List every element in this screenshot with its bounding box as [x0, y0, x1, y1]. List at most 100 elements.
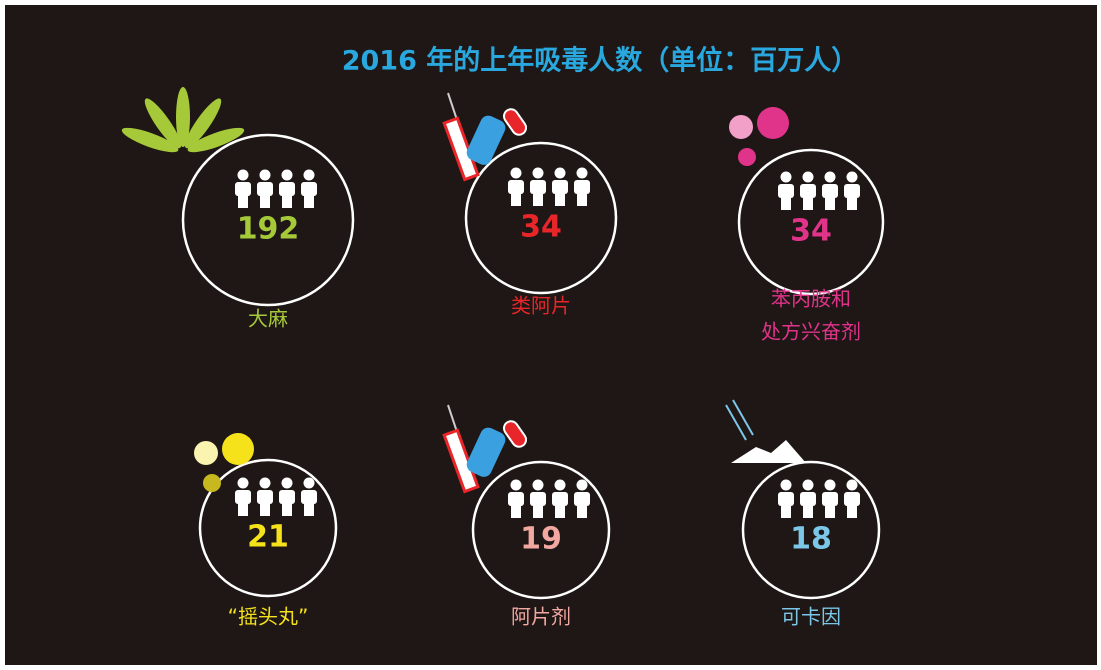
person-body — [822, 184, 838, 198]
person-legs — [577, 193, 587, 206]
pill — [729, 115, 753, 139]
person-head — [576, 167, 588, 179]
syringe-body — [442, 116, 480, 182]
person-head — [532, 167, 544, 179]
person-head — [802, 171, 814, 183]
person-head — [237, 169, 249, 181]
background — [5, 5, 1097, 665]
person-legs — [577, 505, 587, 518]
person-body — [574, 492, 590, 506]
person-head — [510, 167, 522, 179]
person-legs — [533, 193, 543, 206]
powder — [731, 440, 806, 463]
person-body — [508, 180, 524, 194]
person-legs — [781, 197, 791, 210]
person-head — [281, 477, 293, 489]
person-body — [508, 492, 524, 506]
person-legs — [533, 505, 543, 518]
person-legs — [555, 193, 565, 206]
label: 类阿片 — [511, 294, 571, 318]
blister — [466, 427, 506, 477]
capsule — [502, 108, 528, 136]
person-body — [301, 182, 317, 196]
person-legs — [260, 503, 270, 516]
person-body — [257, 490, 273, 504]
person-legs — [781, 505, 791, 518]
person-head — [846, 479, 858, 491]
person-body — [257, 182, 273, 196]
person-legs — [511, 193, 521, 206]
person-legs — [282, 195, 292, 208]
person-head — [259, 477, 271, 489]
person-head — [846, 171, 858, 183]
ring — [464, 141, 618, 295]
ring — [181, 133, 355, 307]
leaf — [144, 98, 182, 149]
leaf — [176, 87, 190, 147]
person-head — [259, 169, 271, 181]
ring — [198, 458, 338, 598]
person-body — [301, 490, 317, 504]
value: 18 — [790, 522, 832, 557]
ring — [737, 148, 885, 296]
person-legs — [260, 195, 270, 208]
ring — [741, 460, 881, 600]
person-legs — [847, 197, 857, 210]
person-legs — [304, 195, 314, 208]
value: 34 — [520, 210, 562, 245]
person-body — [235, 182, 251, 196]
pill — [757, 107, 789, 139]
pill — [203, 474, 221, 492]
person-legs — [555, 505, 565, 518]
person-legs — [803, 197, 813, 210]
person-body — [844, 184, 860, 198]
person-body — [530, 180, 546, 194]
person-body — [552, 180, 568, 194]
value: 34 — [790, 214, 832, 249]
leaf — [187, 127, 245, 153]
person-legs — [847, 505, 857, 518]
straw — [732, 399, 754, 436]
person-head — [554, 479, 566, 491]
person-body — [530, 492, 546, 506]
label: 苯丙胺和 — [771, 287, 851, 311]
value: 192 — [237, 212, 300, 247]
person-body — [235, 490, 251, 504]
person-legs — [238, 195, 248, 208]
label: 大麻 — [248, 307, 288, 331]
label: 处方兴奋剂 — [761, 320, 861, 344]
person-head — [237, 477, 249, 489]
value: 19 — [520, 522, 562, 557]
person-head — [780, 479, 792, 491]
person-legs — [238, 503, 248, 516]
person-body — [778, 184, 794, 198]
person-legs — [282, 503, 292, 516]
person-body — [279, 490, 295, 504]
person-head — [303, 477, 315, 489]
pill — [738, 148, 756, 166]
ring — [471, 460, 611, 600]
person-head — [824, 171, 836, 183]
label: “摇头丸” — [228, 605, 309, 629]
person-head — [576, 479, 588, 491]
person-legs — [304, 503, 314, 516]
person-head — [303, 169, 315, 181]
person-legs — [511, 505, 521, 518]
blister — [466, 115, 506, 165]
person-head — [532, 479, 544, 491]
person-head — [281, 169, 293, 181]
leaf — [184, 98, 222, 149]
person-legs — [825, 505, 835, 518]
pill — [222, 433, 254, 465]
person-head — [824, 479, 836, 491]
value: 21 — [247, 520, 289, 555]
person-head — [510, 479, 522, 491]
label: 阿片剂 — [511, 605, 571, 629]
person-body — [574, 180, 590, 194]
person-body — [844, 492, 860, 506]
label: 可卡因 — [781, 605, 841, 629]
person-head — [802, 479, 814, 491]
capsule — [502, 420, 528, 448]
person-body — [800, 492, 816, 506]
